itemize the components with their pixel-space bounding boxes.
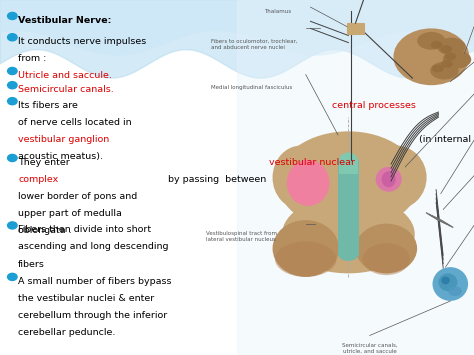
Circle shape bbox=[8, 273, 17, 280]
Ellipse shape bbox=[339, 153, 358, 167]
Text: Its fibers are: Its fibers are bbox=[18, 101, 81, 110]
Circle shape bbox=[8, 222, 17, 229]
Ellipse shape bbox=[432, 65, 444, 72]
Text: the vestibular nuclei & enter: the vestibular nuclei & enter bbox=[18, 294, 154, 303]
Ellipse shape bbox=[375, 167, 401, 192]
Bar bbox=[237, 0, 474, 355]
Text: They enter: They enter bbox=[18, 158, 76, 167]
Bar bbox=[338, 160, 359, 256]
Ellipse shape bbox=[441, 277, 450, 284]
Circle shape bbox=[8, 67, 17, 75]
Ellipse shape bbox=[287, 160, 329, 206]
Bar bbox=[339, 160, 358, 174]
Ellipse shape bbox=[443, 51, 471, 69]
Ellipse shape bbox=[277, 131, 419, 231]
Ellipse shape bbox=[273, 146, 329, 209]
Ellipse shape bbox=[356, 224, 417, 273]
Text: central processes: central processes bbox=[332, 101, 416, 110]
Text: Fibers to oculomotor, trochlear,
and abducent nerve nuclei: Fibers to oculomotor, trochlear, and abd… bbox=[211, 39, 298, 50]
Ellipse shape bbox=[273, 220, 339, 277]
Text: Semicircular canals,
utricle, and saccule: Semicircular canals, utricle, and saccul… bbox=[342, 343, 398, 353]
Text: acoustic meatus).: acoustic meatus). bbox=[18, 152, 103, 161]
Text: of nerve cells located in: of nerve cells located in bbox=[18, 118, 132, 127]
Text: (in internal: (in internal bbox=[416, 135, 471, 144]
Text: oblongata .: oblongata . bbox=[18, 226, 72, 235]
Text: Vestibulospinal tract from
lateral vestibular nucleus: Vestibulospinal tract from lateral vesti… bbox=[206, 231, 277, 241]
Text: from :: from : bbox=[18, 54, 46, 63]
Text: Vestibular Nerve:: Vestibular Nerve: bbox=[18, 16, 111, 25]
Circle shape bbox=[8, 98, 17, 105]
Text: cerebellar peduncle.: cerebellar peduncle. bbox=[18, 328, 115, 337]
Text: Medial longitudinal fasciculus: Medial longitudinal fasciculus bbox=[211, 85, 292, 90]
Ellipse shape bbox=[365, 146, 427, 209]
Text: It conducts nerve impulses: It conducts nerve impulses bbox=[18, 37, 146, 46]
Text: A small number of fibers bypass: A small number of fibers bypass bbox=[18, 277, 172, 286]
Ellipse shape bbox=[437, 38, 465, 55]
Text: complex: complex bbox=[18, 175, 58, 184]
Ellipse shape bbox=[438, 273, 457, 291]
Ellipse shape bbox=[339, 250, 358, 261]
Circle shape bbox=[8, 12, 17, 20]
Ellipse shape bbox=[417, 32, 446, 50]
Text: cerebellum through the inferior: cerebellum through the inferior bbox=[18, 311, 167, 320]
Ellipse shape bbox=[282, 195, 415, 273]
Bar bbox=[347, 23, 364, 34]
Circle shape bbox=[8, 34, 17, 41]
Text: fibers: fibers bbox=[18, 260, 45, 268]
Text: vestibular ganglion: vestibular ganglion bbox=[18, 135, 109, 144]
Ellipse shape bbox=[430, 62, 458, 80]
Circle shape bbox=[8, 82, 17, 89]
Text: lower border of pons and: lower border of pons and bbox=[18, 192, 137, 201]
Ellipse shape bbox=[431, 41, 443, 49]
Ellipse shape bbox=[432, 267, 468, 301]
Text: upper part of medulla: upper part of medulla bbox=[18, 209, 122, 218]
Text: Fibers then divide into short: Fibers then divide into short bbox=[18, 225, 151, 234]
Text: ascending and long descending: ascending and long descending bbox=[18, 242, 169, 251]
Text: Utricle and saccule.: Utricle and saccule. bbox=[18, 71, 112, 80]
Ellipse shape bbox=[444, 53, 456, 60]
Text: Thalamus: Thalamus bbox=[264, 9, 292, 14]
Ellipse shape bbox=[393, 28, 469, 85]
Text: by passing  between: by passing between bbox=[164, 175, 266, 184]
Ellipse shape bbox=[441, 60, 453, 68]
Ellipse shape bbox=[275, 241, 337, 277]
Text: vestibular nuclear: vestibular nuclear bbox=[269, 158, 356, 167]
Text: Semicircular canals.: Semicircular canals. bbox=[18, 85, 114, 94]
Circle shape bbox=[8, 154, 17, 162]
Ellipse shape bbox=[448, 286, 462, 296]
Ellipse shape bbox=[382, 171, 396, 187]
Ellipse shape bbox=[440, 45, 452, 53]
Ellipse shape bbox=[363, 243, 410, 275]
